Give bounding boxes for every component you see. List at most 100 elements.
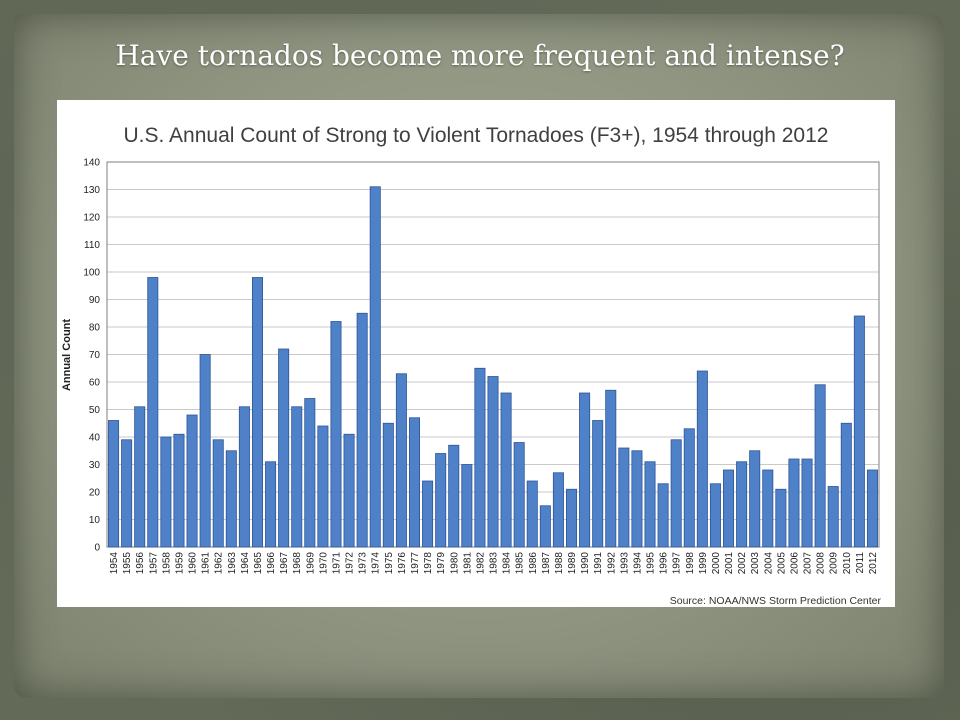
x-tick-label: 1974 <box>371 552 382 575</box>
bar-2000 <box>709 483 721 548</box>
x-tick-label: 1972 <box>345 552 356 575</box>
x-tick-label: 1982 <box>475 552 486 575</box>
bar-1972 <box>343 433 355 548</box>
x-tick-label: 1961 <box>201 552 212 575</box>
x-tick-label: 1983 <box>489 552 500 575</box>
bar-1969 <box>304 398 316 548</box>
x-tick-label: 2012 <box>868 552 879 575</box>
x-tick-label: 1966 <box>266 552 277 575</box>
bar-1995 <box>644 461 656 548</box>
bar-1963 <box>225 450 237 548</box>
bar-1962 <box>212 439 224 548</box>
x-tick-label: 1981 <box>462 552 473 575</box>
bar-1989 <box>566 488 578 548</box>
x-tick-label: 1996 <box>659 552 670 575</box>
bar-2006 <box>788 458 800 548</box>
bar-1964 <box>238 406 250 548</box>
slide-title: Have tornados become more frequent and i… <box>115 39 845 72</box>
bar-1977 <box>408 417 421 548</box>
bar-1970 <box>317 425 329 548</box>
y-tick-label: 70 <box>89 350 101 361</box>
x-tick-label: 1956 <box>135 552 146 575</box>
x-tick-label: 1971 <box>331 552 342 575</box>
x-tick-label: 1987 <box>541 552 552 575</box>
x-tick-label: 1960 <box>188 552 199 575</box>
bar-1967 <box>278 348 290 548</box>
x-tick-label: 1990 <box>580 552 591 575</box>
bar-1968 <box>291 406 303 548</box>
x-tick-label: 1994 <box>632 552 643 575</box>
bar-1990 <box>579 392 591 548</box>
bar-1985 <box>513 442 525 548</box>
x-tick-label: 1988 <box>554 552 565 575</box>
chart-title: U.S. Annual Count of Strong to Violent T… <box>124 124 829 147</box>
bar-2003 <box>749 450 761 548</box>
x-tick-label: 1968 <box>292 552 303 575</box>
y-axis-ticks: 0 10 20 30 40 50 60 70 80 90 100 110 120 130 140 <box>83 158 100 554</box>
x-tick-label: 2008 <box>816 552 827 575</box>
x-tick-label: 2000 <box>711 552 722 575</box>
y-tick-label: 50 <box>89 405 101 416</box>
bar-2011 <box>853 315 865 548</box>
y-tick-label: 80 <box>89 323 101 334</box>
x-tick-label: 2004 <box>763 552 774 575</box>
x-tick-label: 1993 <box>619 552 630 575</box>
x-tick-label: 1970 <box>318 552 329 575</box>
y-tick-label: 100 <box>83 268 100 279</box>
bar-1960 <box>186 414 198 548</box>
x-tick-label: 1991 <box>593 552 604 575</box>
x-tick-label: 1969 <box>305 552 316 575</box>
x-tick-label: 1995 <box>646 552 657 575</box>
bar-1986 <box>526 480 538 548</box>
x-tick-label: 1992 <box>606 552 617 575</box>
x-tick-label: 1997 <box>672 552 683 575</box>
bar-1987 <box>539 505 551 548</box>
bar-2004 <box>762 469 774 548</box>
bar-1979 <box>435 453 447 548</box>
bar-1958 <box>160 436 172 548</box>
bar-1983 <box>487 376 499 548</box>
bar-1981 <box>461 464 473 548</box>
bar-1974 <box>369 186 381 548</box>
x-tick-label: 1954 <box>109 552 120 575</box>
y-tick-label: 60 <box>89 378 101 389</box>
x-tick-label: 1999 <box>698 552 709 575</box>
bar-1992 <box>605 389 617 548</box>
y-tick-label: 110 <box>84 240 100 251</box>
x-tick-label: 2007 <box>803 552 814 575</box>
x-tick-label: 1984 <box>502 552 513 575</box>
y-tick-label: 30 <box>89 460 101 471</box>
y-tick-label: 20 <box>89 488 101 499</box>
x-tick-label: 1962 <box>214 552 225 575</box>
y-axis-label: Annual Count <box>61 319 73 391</box>
x-tick-label: 1955 <box>122 552 133 575</box>
x-tick-label: 1973 <box>358 552 369 575</box>
bar-2001 <box>723 469 735 548</box>
x-tick-label: 1959 <box>174 552 185 575</box>
bar-1998 <box>683 428 695 548</box>
bar-1966 <box>265 461 277 548</box>
x-tick-label: 1975 <box>384 552 395 575</box>
bar-1961 <box>199 354 211 548</box>
bar-2007 <box>801 458 813 548</box>
x-tick-label: 1976 <box>397 552 408 575</box>
x-tick-label: 1978 <box>423 552 434 575</box>
bar-1980 <box>448 444 460 548</box>
x-tick-label: 2011 <box>855 552 866 574</box>
bar-2009 <box>827 486 839 548</box>
bar-1996 <box>657 483 669 548</box>
x-tick-label: 1985 <box>515 552 526 575</box>
bar-1982 <box>474 367 486 548</box>
bar-2002 <box>736 461 748 548</box>
y-tick-label: 120 <box>83 213 100 224</box>
bar-1991 <box>592 420 604 548</box>
bar-1984 <box>500 392 512 548</box>
bar-1988 <box>552 472 564 548</box>
bar-1994 <box>631 450 643 548</box>
bar-1965 <box>251 277 263 548</box>
bar-2005 <box>775 488 787 548</box>
y-tick-label: 40 <box>89 433 101 444</box>
bar-1971 <box>330 321 342 548</box>
x-tick-label: 1989 <box>567 552 578 575</box>
x-tick-label: 2001 <box>724 552 735 575</box>
